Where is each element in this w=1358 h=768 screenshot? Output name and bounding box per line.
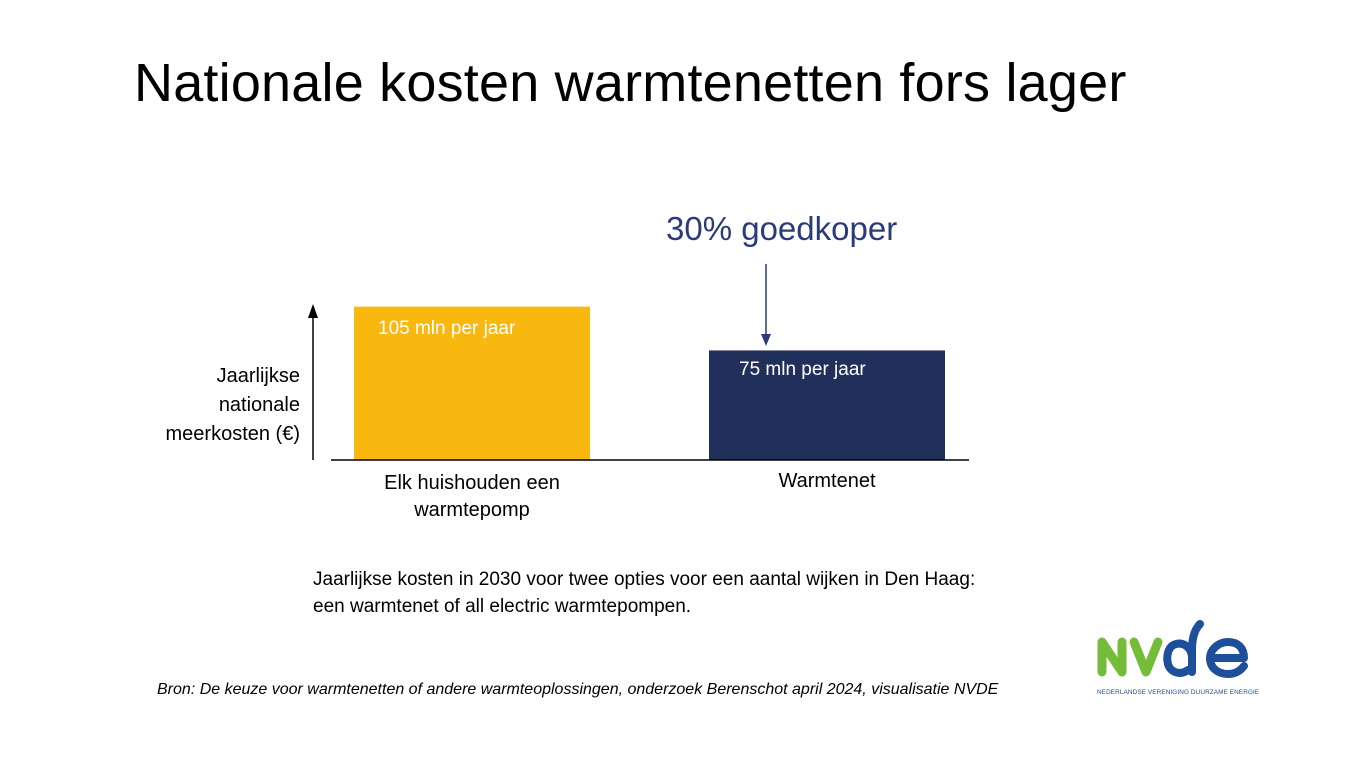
bar-value-label-warmtepomp: 105 mln per jaar (378, 318, 516, 339)
caption-line: Jaarlijkse kosten in 2030 voor twee opti… (313, 569, 976, 590)
logo-tagline: NEDERLANDSE VERENIGING DUURZAME ENERGIE (1097, 689, 1260, 696)
y-axis-label: Jaarlijkse nationale meerkosten (€) (100, 362, 301, 449)
annotation-arrowhead (761, 334, 771, 346)
chart-caption: Jaarlijkse kosten in 2030 voor twee opti… (313, 566, 975, 620)
category-label-warmtenet: Warmtenet (778, 470, 876, 492)
bar-warmtenet (709, 350, 945, 460)
logo-letter-d (1163, 620, 1204, 677)
y-axis-label-line: Jaarlijkse (216, 365, 300, 387)
nvde-logo (1097, 620, 1248, 678)
bar-warmtepomp (354, 306, 590, 460)
category-label-warmtepomp: Elk huishouden een warmtepomp (352, 470, 592, 524)
logo-letter-n (1097, 637, 1127, 677)
logo-letter-v (1129, 637, 1163, 677)
logo-letter-e (1206, 638, 1248, 678)
page-title: Nationale kosten warmtenetten fors lager (134, 53, 1127, 113)
category-label-line: warmtepomp (414, 499, 530, 521)
y-axis-label-line: meerkosten (€) (165, 423, 301, 445)
source-note: Bron: De keuze voor warmtenetten of ande… (157, 681, 999, 698)
y-axis-arrowhead (308, 304, 318, 318)
caption-line: een warmtenet of all electric warmtepomp… (313, 596, 692, 617)
bar-value-label-warmtenet: 75 mln per jaar (739, 359, 866, 380)
y-axis-label-line: nationale (218, 394, 300, 416)
category-label-line: Elk huishouden een (384, 472, 560, 494)
savings-annotation: 30% goedkoper (666, 210, 898, 247)
